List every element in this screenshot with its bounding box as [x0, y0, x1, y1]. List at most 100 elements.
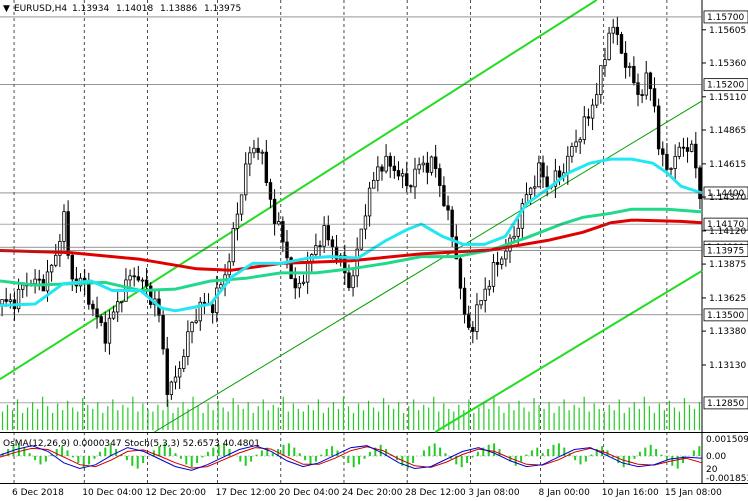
candle-body: [239, 194, 244, 215]
candle-body: [293, 278, 297, 289]
candle-body: [161, 314, 165, 350]
candle-body: [590, 104, 595, 119]
price-level-box: [703, 244, 748, 257]
price-tick-label: 1.13625: [709, 294, 746, 304]
time-axis: 6 Dec 2018 10 Dec 04:00 12 Dec 20:00 17 Dec…: [12, 488, 722, 498]
candle-body: [95, 308, 99, 318]
price-level-label: 1.14400: [707, 189, 744, 199]
candle-body: [132, 275, 136, 278]
time-tick-label: 17 Dec 12:00: [216, 488, 277, 498]
price-level-box: [703, 10, 748, 24]
candle-body: [343, 255, 347, 274]
price-tick-label: 1.15110: [709, 93, 746, 103]
candle-body: [504, 250, 508, 260]
candle-body: [433, 156, 438, 169]
candle-body: [210, 304, 215, 314]
candle-body: [491, 262, 496, 287]
candle-body: [454, 236, 458, 260]
candle-body: [326, 225, 330, 241]
candle-body: [632, 65, 636, 84]
candle-body: [115, 301, 120, 313]
header-close: 1.13975: [204, 4, 241, 14]
price-tick-label: 1.13380: [709, 327, 746, 337]
candle-body: [202, 301, 207, 304]
header-symbol-icon: ▼: [3, 4, 10, 14]
candle-body: [545, 176, 549, 188]
candle-body: [297, 282, 302, 289]
candle-body: [479, 300, 483, 306]
candle-body: [318, 245, 322, 248]
price-level-label: 1.15700: [707, 13, 744, 23]
candle-body: [4, 299, 8, 302]
indicator-axis-label: -0.001853: [706, 474, 748, 484]
candle-body: [186, 331, 190, 357]
candle-body: [673, 155, 677, 169]
candle-body: [144, 279, 149, 287]
candle-body: [681, 146, 686, 149]
candle-body: [330, 239, 335, 248]
header-low: 1.13886: [160, 4, 197, 14]
candle-body: [578, 139, 582, 143]
candle-body: [268, 182, 273, 200]
candle-body: [677, 146, 681, 157]
candle-body: [619, 34, 624, 54]
candle-body: [149, 285, 153, 305]
candle-body: [640, 94, 644, 96]
candle-body: [33, 278, 37, 285]
candle-body: [566, 155, 570, 174]
candle-body: [611, 26, 615, 34]
candle-body: [314, 245, 318, 255]
candle-body: [227, 261, 231, 276]
candle-body: [0, 299, 4, 305]
candle-body: [689, 143, 694, 152]
candle-body: [450, 209, 454, 238]
time-tick-label: 8 Jan 00:00: [539, 488, 591, 498]
candle-body: [388, 155, 392, 167]
candle-body: [301, 281, 306, 284]
candle-body: [281, 221, 285, 243]
candle-body: [417, 164, 421, 170]
candle-body: [380, 166, 384, 172]
price-level-label: 1.14170: [707, 220, 744, 230]
candle-body: [520, 203, 525, 229]
candle-body: [458, 258, 463, 289]
header-open: 1.13934: [72, 4, 109, 14]
trend-line-thin: [154, 100, 703, 433]
candle-body: [537, 162, 541, 188]
candle-body: [272, 198, 277, 225]
candle-body: [409, 185, 413, 188]
price-tick-label: 1.13130: [709, 361, 746, 371]
candle-body: [351, 275, 355, 289]
candle-body: [231, 227, 236, 263]
candle-body: [483, 288, 487, 301]
candle-body: [87, 282, 91, 305]
candle-body: [243, 163, 248, 196]
candle-body: [669, 168, 673, 170]
candle-body: [66, 211, 70, 256]
price-levels: 1.157001.152001.144001.141701.140001.139…: [0, 10, 748, 410]
candle-body: [533, 186, 537, 189]
candle-body: [355, 248, 359, 277]
candle-body: [557, 170, 562, 178]
candle-body: [599, 65, 603, 96]
candle-body: [582, 116, 587, 140]
candle-body: [21, 284, 25, 290]
candle-body: [425, 162, 430, 173]
channel-upper-line: [0, 0, 598, 381]
candle-body: [396, 170, 401, 177]
price-level-label: 1.15200: [707, 81, 744, 91]
candle-body: [91, 303, 95, 310]
time-tick-label: 6 Dec 2018: [12, 488, 64, 498]
ema-cyan-line: [0, 157, 703, 313]
price-tick-label: 1.15360: [709, 59, 746, 69]
candle-body: [289, 257, 293, 280]
candle-body: [190, 322, 194, 333]
candle-body: [8, 299, 13, 302]
candle-body: [623, 52, 628, 68]
time-tick-label: 24 Dec 20:00: [342, 488, 403, 498]
candle-body: [54, 254, 58, 266]
candle-body: [128, 275, 132, 281]
candle-body: [541, 162, 545, 178]
price-level-label: 1.12850: [707, 399, 744, 409]
candle-body: [413, 168, 417, 188]
